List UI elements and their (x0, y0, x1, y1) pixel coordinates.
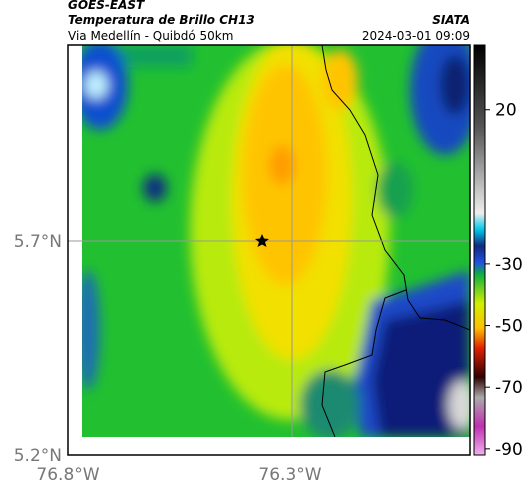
colorbar-tick-label: -90 (495, 440, 523, 460)
satellite-image (82, 45, 470, 437)
map-frame (67, 44, 471, 456)
location-star (255, 234, 269, 247)
colorbar (473, 44, 486, 456)
coastline (321, 45, 470, 437)
colorbar-ticks: 20 -30 -50 -70 -90 (485, 101, 523, 460)
route: Via Medellín - Quibdó 50km (68, 29, 233, 43)
lat-label: 5.2°N (14, 446, 62, 466)
colorbar-tick-label: -50 (495, 317, 523, 337)
product-title: Temperatura de Brillo CH13 (68, 13, 255, 27)
colorbar-tick-label: -70 (495, 378, 523, 398)
lon-label: 76.3°W (258, 465, 321, 485)
lat-label: 5.7°N (14, 232, 62, 252)
satellite: GOES-EAST (68, 0, 145, 12)
colorbar-tick-label: 20 (495, 101, 517, 121)
colorbar-tick-label: -30 (495, 255, 523, 275)
lon-label: 76.8°W (36, 465, 99, 485)
timestamp: 2024-03-01 09:09 (362, 29, 470, 43)
source: SIATA (432, 13, 470, 27)
